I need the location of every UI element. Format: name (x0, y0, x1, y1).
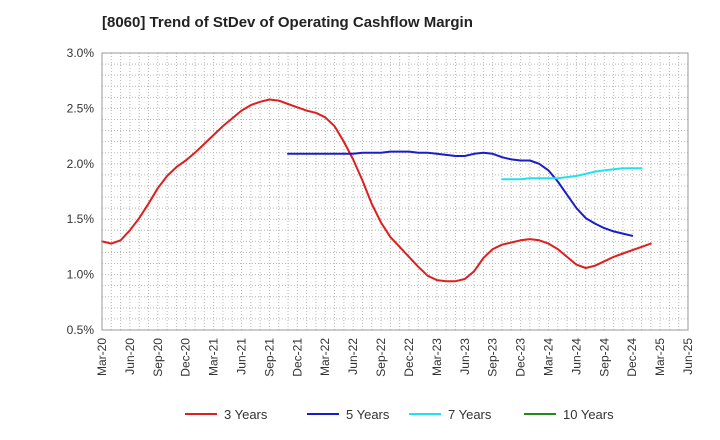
x-tick-label: Sep-22 (374, 338, 388, 377)
x-tick-label: Jun-21 (235, 338, 249, 375)
series-line (287, 150, 634, 237)
x-tick-label: Jun-23 (458, 338, 472, 375)
x-tick-label: Mar-23 (430, 338, 444, 376)
x-tick-label: Jun-22 (346, 338, 360, 375)
x-tick-label: Dec-21 (290, 338, 304, 377)
x-tick-label: Mar-22 (318, 338, 332, 376)
grid (101, 52, 689, 331)
x-tick-label: Mar-25 (653, 338, 667, 376)
chart-title: [8060] Trend of StDev of Operating Cashf… (102, 14, 473, 31)
y-tick-label: 1.0% (67, 268, 95, 282)
x-tick-label: Sep-23 (486, 338, 500, 377)
x-tick-label: Dec-24 (625, 338, 639, 377)
legend-label: 3 Years (224, 407, 268, 422)
x-tick-label: Jun-25 (681, 338, 695, 375)
series-line (101, 98, 652, 283)
series-lines (101, 98, 652, 283)
x-tick-label: Mar-21 (207, 338, 221, 376)
y-tick-label: 2.0% (67, 157, 95, 171)
x-tick-label: Sep-24 (597, 338, 611, 377)
y-tick-label: 3.0% (67, 46, 95, 60)
x-tick-label: Jun-20 (123, 338, 137, 375)
legend-label: 10 Years (563, 407, 614, 422)
x-tick-label: Dec-22 (402, 338, 416, 377)
x-tick-label: Mar-24 (541, 338, 555, 376)
series-line (501, 167, 643, 181)
x-tick-label: Jun-24 (569, 338, 583, 375)
legend-label: 7 Years (448, 407, 492, 422)
x-tick-label: Dec-20 (179, 338, 193, 377)
y-tick-label: 2.5% (67, 101, 95, 115)
x-tick-label: Dec-23 (514, 338, 528, 377)
x-tick-label: Mar-20 (95, 338, 109, 376)
x-tick-label: Sep-20 (151, 338, 165, 377)
legend-label: 5 Years (346, 407, 390, 422)
y-tick-label: 1.5% (67, 212, 95, 226)
legend: 3 Years 5 Years 7 Years 10 Years (185, 407, 614, 422)
axes: 0.5% 1.0% 1.5% 2.0% 2.5% 3.0% Mar-20 Jun-20 Sep-… (67, 46, 695, 377)
x-tick-label: Sep-21 (262, 338, 276, 377)
plot-area-frame (101, 52, 689, 331)
y-tick-label: 0.5% (67, 323, 95, 337)
